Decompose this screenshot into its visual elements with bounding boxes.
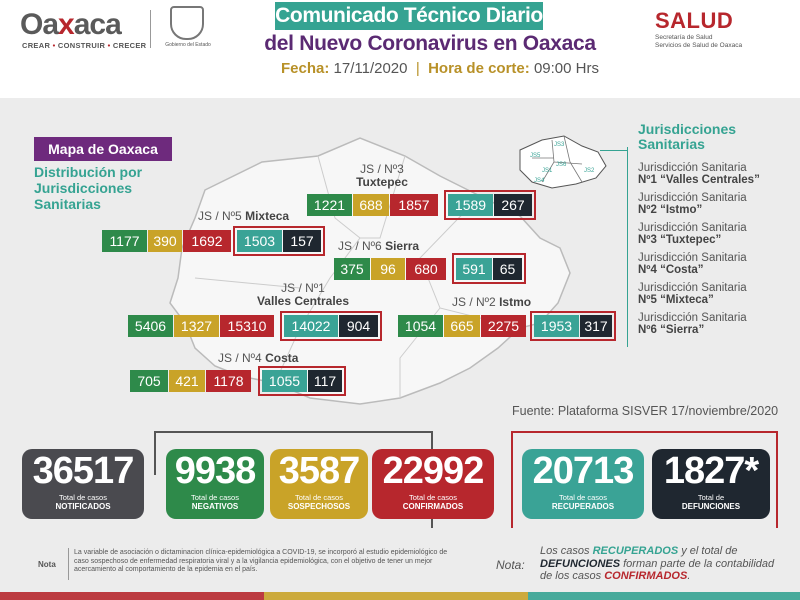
footer-bar xyxy=(0,592,800,600)
js3-recuperados: 1589 xyxy=(448,194,493,216)
js6-frame xyxy=(452,253,526,284)
salud-logo: SALUD xyxy=(655,8,734,33)
inset-connector xyxy=(600,150,628,151)
legend-item-js3: Jurisdicción Sanitaria Nº3 “Tuxtepec” xyxy=(638,222,747,246)
legend-title: Jurisdicciones Sanitarias xyxy=(638,121,737,152)
js4-label: JS / Nº4 Costa xyxy=(218,351,299,365)
js4-defunciones: 117 xyxy=(308,370,342,392)
note-left-label: Nota xyxy=(38,560,56,569)
js2-sospechosos: 665 xyxy=(444,315,480,337)
total-confirmados: 22992 Total de casos CONFIRMADOS xyxy=(372,449,494,519)
js2-notificados: 1054 xyxy=(398,315,443,337)
js4-notificados: 705 xyxy=(130,370,168,392)
js2-confirmados: 2275 xyxy=(481,315,526,337)
note-left-text: La variable de asociación o dictaminacio… xyxy=(74,549,448,573)
note-right-text: Los casos RECUPERADOS y el total de DEFU… xyxy=(540,545,775,582)
gov-text: Gobierno del Estado xyxy=(165,42,211,48)
map-badge: Mapa de Oaxaca xyxy=(34,137,172,161)
js5-sospechosos: 390 xyxy=(148,230,182,252)
js5-defunciones: 157 xyxy=(283,230,321,252)
state-shield-icon xyxy=(170,6,204,40)
js6-notificados: 375 xyxy=(334,258,370,280)
js5-frame xyxy=(233,226,325,256)
source-note: Fuente: Plataforma SISVER 17/noviembre/2… xyxy=(512,404,779,418)
js6-sospechosos: 96 xyxy=(371,258,405,280)
js1-recuperados: 14022 xyxy=(284,315,338,337)
jurisdictions-inset-map: JS3 JS5 JS6 JS1 JS4 JS2 xyxy=(519,135,607,189)
js6-recuperados: 591 xyxy=(456,258,492,280)
inset-label-js2: JS2 xyxy=(584,168,595,174)
legend-line xyxy=(627,147,628,347)
inset-label-js6: JS6 xyxy=(556,162,567,168)
js3-confirmados: 1857 xyxy=(390,194,438,216)
inset-label-js4: JS4 xyxy=(534,178,545,184)
oaxaca-logo: Oaxaca xyxy=(20,8,122,41)
js5-label: JS / Nº5 Mixteca xyxy=(198,209,290,223)
salud-subtitle: Secretaría de Salud Servicios de Salud d… xyxy=(655,34,743,49)
js1-sospechosos: 1327 xyxy=(174,315,219,337)
js6-defunciones: 65 xyxy=(493,258,522,280)
header: Oaxaca CREAR • CONSTRUIR • CRECER Gobier… xyxy=(0,0,800,98)
js5-confirmados: 1692 xyxy=(183,230,231,252)
page-title: Comunicado Técnico Diario xyxy=(275,2,543,30)
page-subtitle: del Nuevo Coronavirus en Oaxaca xyxy=(264,32,596,55)
legend-item-js1: Jurisdicción Sanitaria Nº1 “Valles Centra… xyxy=(638,162,760,186)
date-row: Fecha: 17/11/2020 | Hora de corte: 09:00… xyxy=(280,60,599,77)
js4-frame xyxy=(258,366,346,396)
js6-label: JS / Nº6 Sierra xyxy=(338,239,420,253)
legend-item-js5: Jurisdicción Sanitaria Nº5 “Mixteca” xyxy=(638,282,747,306)
js2-defunciones: 317 xyxy=(580,315,612,337)
logo-tagline: CREAR • CONSTRUIR • CRECER xyxy=(22,41,147,50)
map-subtitle: Distribución por Jurisdicciones Sanitari… xyxy=(34,164,143,212)
js4-confirmados: 1178 xyxy=(206,370,251,392)
js3-frame xyxy=(444,190,536,220)
js2-label: JS / Nº2 Istmo xyxy=(452,295,532,309)
js3-label: JS / Nº3 Tuxtepec xyxy=(356,162,408,189)
js2-frame xyxy=(530,311,616,341)
js4-recuperados: 1055 xyxy=(262,370,307,392)
inset-label-js5: JS5 xyxy=(530,153,541,159)
total-negativos: 9938 Total de casos NEGATIVOS xyxy=(166,449,264,519)
js1-notificados: 5406 xyxy=(128,315,173,337)
js3-sospechosos: 688 xyxy=(353,194,389,216)
js3-notificados: 1221 xyxy=(307,194,352,216)
js1-defunciones: 904 xyxy=(339,315,378,337)
total-recuperados: 20713 Total de casos RECUPERADOS xyxy=(522,449,644,519)
legend-item-js2: Jurisdicción Sanitaria Nº2 “Istmo” xyxy=(638,192,747,216)
total-sospechosos: 3587 Total de casos SOSPECHOSOS xyxy=(270,449,368,519)
js1-frame xyxy=(280,311,382,341)
inset-label-js1: JS1 xyxy=(542,168,553,174)
js2-recuperados: 1953 xyxy=(534,315,579,337)
js1-confirmados: 15310 xyxy=(220,315,274,337)
note-left-divider xyxy=(68,548,69,580)
legend-item-js4: Jurisdicción Sanitaria Nº4 “Costa” xyxy=(638,252,747,276)
js1-label: JS / Nº1 Valles Centrales xyxy=(256,281,350,308)
js3-defunciones: 267 xyxy=(494,194,532,216)
logo-separator xyxy=(150,10,151,48)
js5-notificados: 1177 xyxy=(102,230,147,252)
legend-item-js6: Jurisdicción Sanitaria Nº6 “Sierra” xyxy=(638,312,747,336)
js4-sospechosos: 421 xyxy=(169,370,205,392)
js5-recuperados: 1503 xyxy=(237,230,282,252)
inset-label-js3: JS3 xyxy=(554,142,565,148)
note-right-label: Nota: xyxy=(496,558,525,572)
total-defunciones: 1827* Total de DEFUNCIONES xyxy=(652,449,770,519)
total-notificados: 36517 Total de casos NOTIFICADOS xyxy=(22,449,144,519)
js6-confirmados: 680 xyxy=(406,258,446,280)
